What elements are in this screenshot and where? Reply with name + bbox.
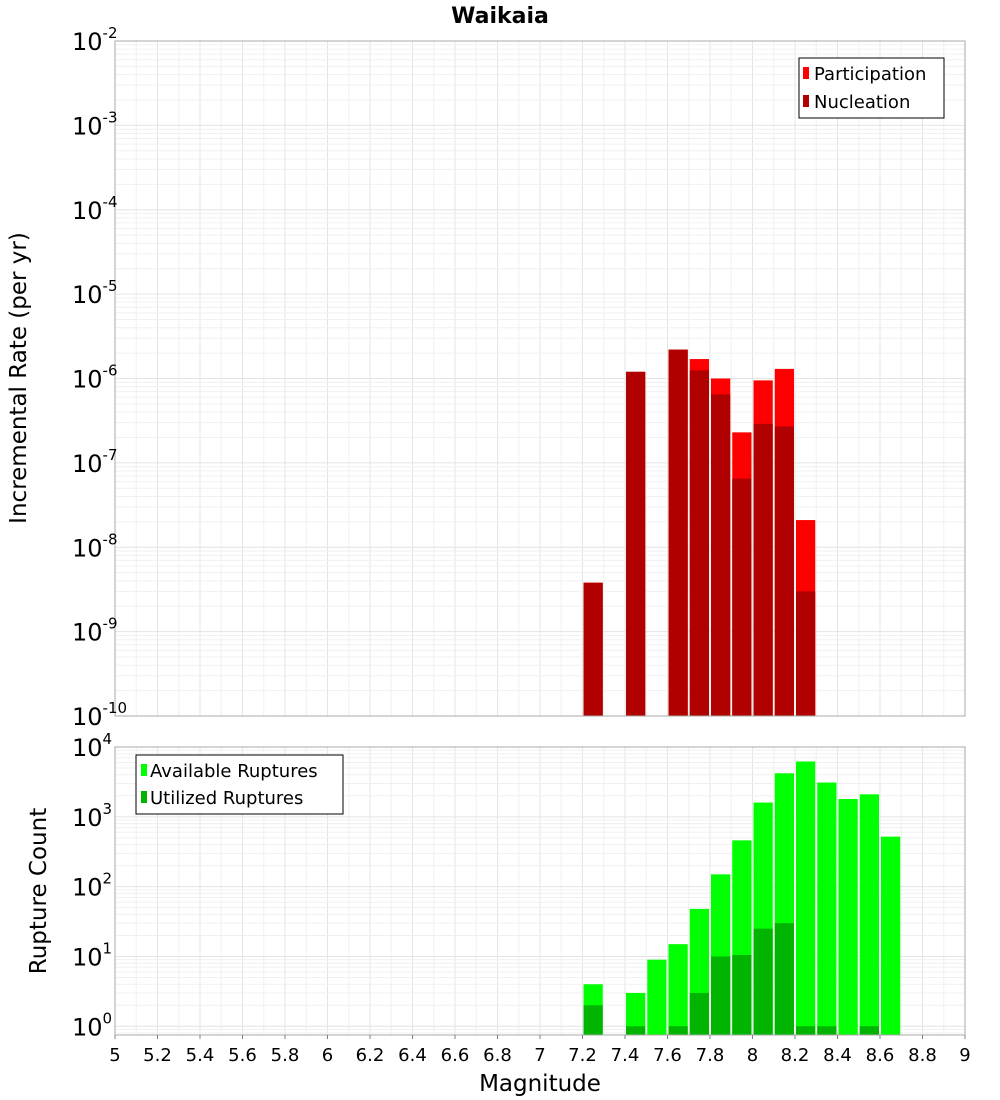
x-tick-label: 9 — [959, 1045, 970, 1066]
rupture-y-tick-label: 102 — [72, 870, 112, 902]
rate-y-tick-label: 10-10 — [72, 699, 127, 731]
rupture-y-tick-labels: 104 103 102 101 100 — [72, 730, 112, 1041]
rate-nucleation-bar — [753, 423, 773, 716]
legend-swatch-participation — [803, 67, 809, 79]
rupture-legend: Available Ruptures Utilized Ruptures — [135, 754, 344, 815]
x-axis-title: Magnitude — [479, 1071, 601, 1097]
rupture-available-ruptures-bar — [838, 798, 858, 1035]
x-tick-label: 5.8 — [271, 1045, 300, 1066]
rupture-utilized-ruptures-bar — [796, 1026, 816, 1035]
rate-legend: Participation Nucleation — [798, 57, 945, 119]
chart-title: Waikaia — [451, 4, 549, 29]
x-tick-label: 7.4 — [611, 1045, 640, 1066]
x-tick-label: 7 — [534, 1045, 545, 1066]
x-tick-label: 8 — [747, 1045, 758, 1066]
legend-label-participation: Participation — [814, 64, 926, 85]
rupture-utilized-ruptures-bar — [817, 1026, 837, 1035]
rate-y-tick-label: 10-2 — [72, 24, 118, 56]
rupture-available-ruptures-bar — [668, 944, 688, 1035]
rate-nucleation-bar — [796, 591, 816, 716]
rate-y-tick-label: 10-4 — [72, 193, 118, 225]
rate-nucleation-bar — [711, 394, 731, 716]
rate-y-tick-label: 10-6 — [72, 362, 118, 394]
rupture-available-ruptures-bar — [881, 836, 901, 1035]
rupture-utilized-ruptures-bar — [753, 928, 773, 1035]
rupture-available-ruptures-bar — [647, 959, 667, 1035]
legend-label-available: Available Ruptures — [150, 761, 318, 782]
rate-y-axis-title: Incremental Rate (per yr) — [6, 232, 32, 524]
rate-nucleation-bar — [583, 582, 603, 716]
x-tick-label: 8.8 — [908, 1045, 937, 1066]
x-tick-label: 7.8 — [696, 1045, 725, 1066]
legend-swatch-available — [141, 764, 147, 776]
legend-swatch-nucleation — [803, 95, 809, 107]
rupture-y-axis-title: Rupture Count — [26, 808, 52, 974]
x-tick-label: 8.6 — [866, 1045, 895, 1066]
rupture-available-ruptures-bar — [626, 992, 646, 1035]
legend-swatch-utilized — [141, 791, 147, 803]
x-tick-label: 5.2 — [143, 1045, 172, 1066]
rupture-utilized-ruptures-bar — [626, 1026, 646, 1035]
rate-bars — [583, 349, 816, 716]
rate-y-tick-label: 10-3 — [72, 108, 118, 140]
rate-nucleation-bar — [774, 426, 794, 716]
rupture-utilized-ruptures-bar — [711, 956, 731, 1035]
rate-nucleation-bar — [732, 478, 752, 716]
x-tick-label: 6.2 — [356, 1045, 385, 1066]
rupture-y-tick-label: 100 — [72, 1009, 112, 1041]
rate-nucleation-bar — [668, 349, 688, 716]
rupture-bars — [583, 761, 901, 1035]
rate-y-tick-labels: 10-2 10-3 10-4 10-5 10-6 10-7 10-8 10-9 10-10 — [72, 24, 127, 731]
rupture-utilized-ruptures-bar — [859, 1026, 879, 1035]
rate-nucleation-bar — [626, 371, 646, 716]
rupture-plot: 104 103 102 101 100 5 5.2 5.4 5.6 5.8 6 6.2 6.4 6.6 6… — [26, 730, 971, 1097]
rate-y-tick-label: 10-8 — [72, 530, 118, 562]
rupture-utilized-ruptures-bar — [583, 1005, 603, 1035]
x-tick-label: 5.4 — [186, 1045, 215, 1066]
x-tick-label: 6.6 — [441, 1045, 470, 1066]
x-tick-label: 5.6 — [228, 1045, 257, 1066]
x-tick-label: 6 — [322, 1045, 333, 1066]
legend-label-nucleation: Nucleation — [814, 92, 910, 113]
rupture-legend-box — [135, 754, 344, 815]
legend-label-utilized: Utilized Ruptures — [150, 788, 303, 809]
rate-y-tick-label: 10-7 — [72, 446, 118, 478]
x-tick-label: 5 — [109, 1045, 120, 1066]
rupture-utilized-ruptures-bar — [732, 954, 752, 1035]
rupture-utilized-ruptures-bar — [689, 992, 709, 1035]
rate-legend-box — [798, 57, 945, 119]
rate-nucleation-bar — [689, 370, 709, 716]
x-tick-label: 6.8 — [483, 1045, 512, 1066]
rupture-y-tick-label: 104 — [72, 730, 112, 762]
rate-y-tick-label: 10-9 — [72, 615, 118, 647]
x-tick-label: 8.4 — [823, 1045, 852, 1066]
rupture-utilized-ruptures-bar — [668, 1026, 688, 1035]
rate-y-tick-label: 10-5 — [72, 277, 118, 309]
rupture-y-tick-label: 101 — [72, 939, 112, 971]
rate-plot: 10-2 10-3 10-4 10-5 10-6 10-7 10-8 10-9 10-10 In… — [6, 24, 966, 731]
x-tick-label: 7.6 — [653, 1045, 682, 1066]
rupture-y-tick-label: 103 — [72, 800, 112, 832]
x-tick-labels: 5 5.2 5.4 5.6 5.8 6 6.2 6.4 6.6 6.8 7 7.2 7.4 7.6 7.8 8… — [109, 1035, 971, 1066]
rupture-available-ruptures-bar — [796, 761, 816, 1035]
rupture-available-ruptures-bar — [817, 782, 837, 1035]
rate-grid — [114, 40, 966, 717]
rate-plot-border — [114, 40, 966, 717]
x-tick-label: 7.2 — [568, 1045, 597, 1066]
x-tick-label: 8.2 — [781, 1045, 810, 1066]
rupture-utilized-ruptures-bar — [774, 923, 794, 1035]
x-tick-label: 6.4 — [398, 1045, 427, 1066]
rupture-available-ruptures-bar — [859, 794, 879, 1035]
